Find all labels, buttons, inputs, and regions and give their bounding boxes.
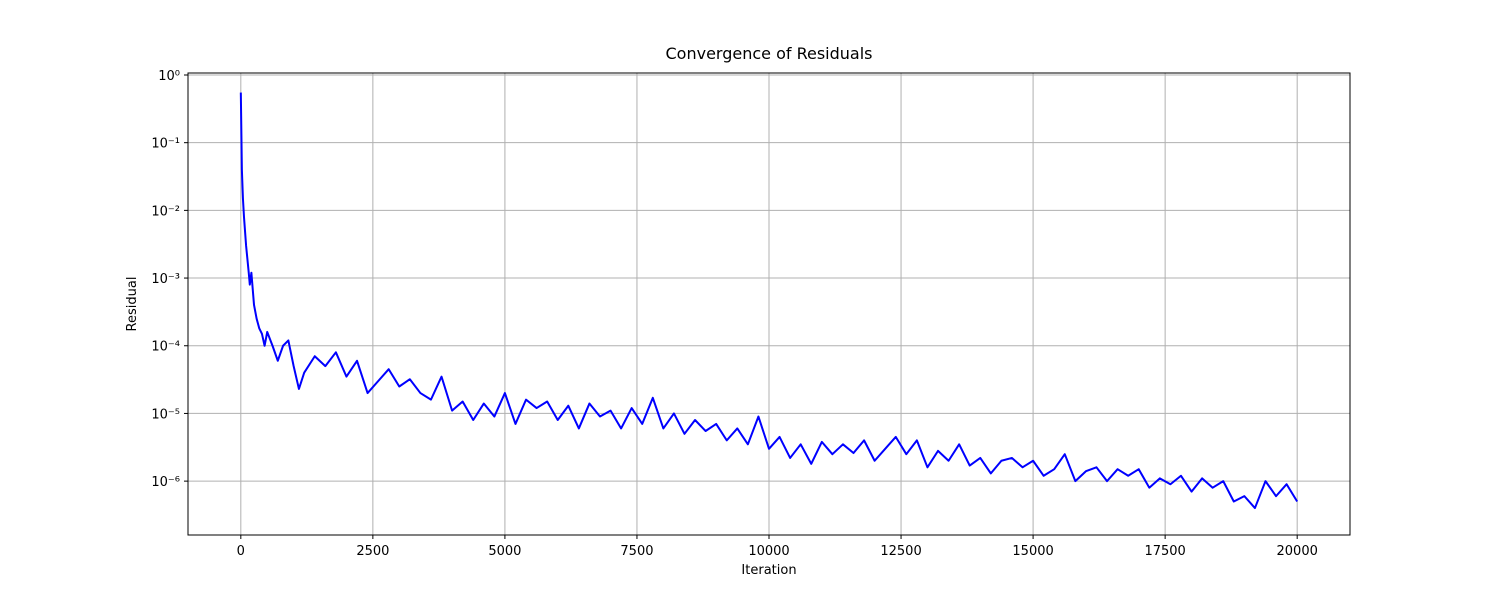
- y-tick-label: 10⁻³: [151, 272, 180, 287]
- x-tick-label: 12500: [880, 544, 921, 559]
- x-tick-label: 2500: [356, 544, 389, 559]
- y-tick-label: 10⁻¹: [151, 137, 180, 152]
- y-tick-label: 10⁻²: [151, 204, 180, 219]
- x-tick-label: 17500: [1144, 544, 1185, 559]
- x-tick-label: 20000: [1277, 544, 1318, 559]
- plot-layer: [239, 92, 1299, 510]
- x-tick-label: 15000: [1012, 544, 1053, 559]
- y-tick-label: 10⁰: [158, 69, 180, 84]
- x-axis-label: Iteration: [741, 563, 796, 578]
- x-tick-label: 7500: [620, 544, 653, 559]
- y-tick-label: 10⁻⁴: [151, 340, 180, 355]
- tick-layer: 0 2500 5000 7500 10000 12500 15000 17500 20000 10…: [151, 69, 1317, 559]
- data-line: [239, 92, 1299, 510]
- y-tick-label: 10⁻⁵: [151, 407, 180, 422]
- y-tick-label: 10⁻⁶: [151, 475, 180, 490]
- x-tick-label: 10000: [748, 544, 789, 559]
- x-tick-label: 5000: [488, 544, 521, 559]
- x-tick-label: 0: [237, 544, 245, 559]
- y-axis-label: Residual: [125, 277, 140, 332]
- chart-title: Convergence of Residuals: [666, 44, 873, 63]
